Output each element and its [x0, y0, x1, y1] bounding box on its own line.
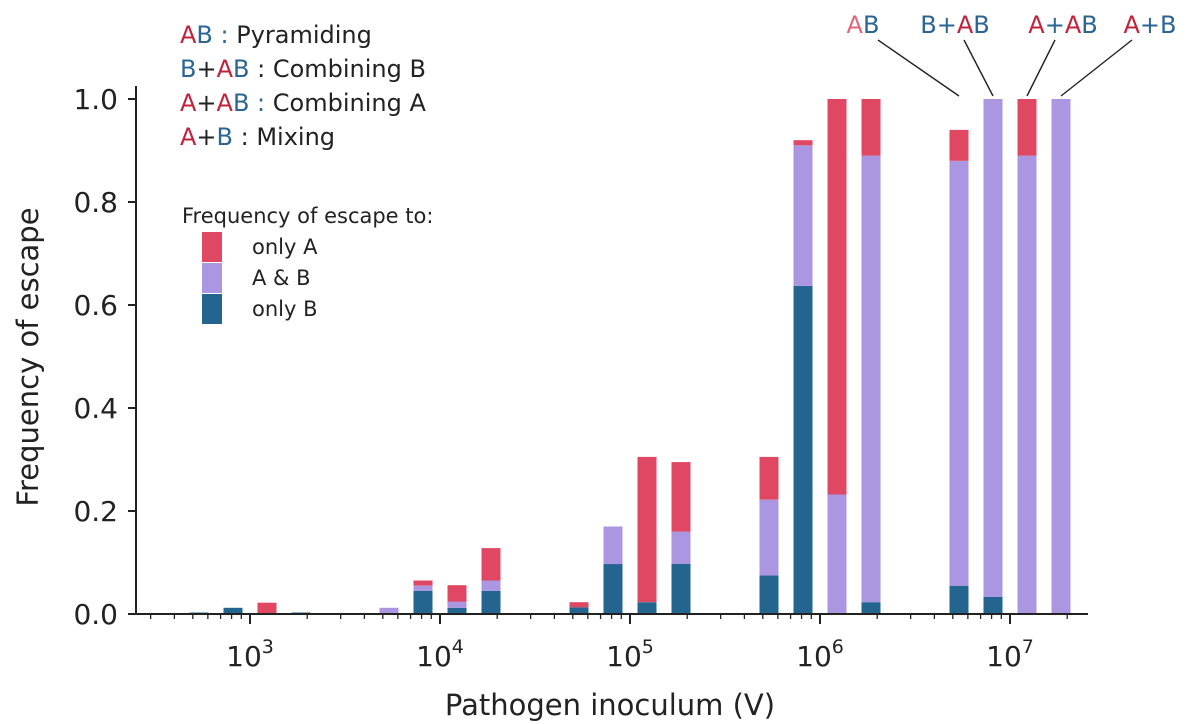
bar-segment-only_b-g3-s3 — [861, 602, 881, 614]
strategy-legend-entry: AB : Pyramiding — [180, 21, 372, 49]
legend-label-a_and_b: A & B — [252, 266, 311, 290]
legend-swatch-only_a — [202, 232, 222, 262]
legend-swatch-a_and_b — [202, 263, 222, 293]
bars-layer — [189, 99, 1071, 614]
bar-segment-only_a-g0-s2 — [257, 602, 277, 614]
y-tick-label: 0.0 — [73, 598, 118, 631]
bar-segment-a_and_b-g1-s1 — [413, 585, 433, 591]
x-axis-label: Pathogen inoculum (V) — [445, 688, 775, 722]
ticks-layer: 0.0 0.2 0.4 0.6 0.8 1.0 103 104 105 106 107 — [73, 83, 1068, 673]
bar-segment-a_and_b-g3-s2 — [827, 494, 847, 614]
annotations-layer: AB B+AB A+AB A+B — [847, 11, 1177, 97]
bar-segment-only_a-g3-s0 — [759, 456, 779, 500]
bar-segment-only_b-g1-s2 — [447, 607, 467, 614]
y-tick-label: 0.6 — [73, 289, 118, 322]
bar-segment-a_and_b-g4-s2 — [1017, 155, 1037, 614]
group-label-0: AB — [847, 11, 880, 39]
group-label-3: A+B — [1124, 11, 1177, 39]
bar-segment-only_a-g3-s3 — [861, 99, 881, 156]
bar-segment-only_b-g0-s1 — [223, 607, 243, 614]
bar-segment-only_a-g3-s2 — [827, 99, 847, 495]
bar-segment-a_and_b-g2-s1 — [603, 526, 623, 565]
strategy-legend-entry: A+AB : Combining A — [180, 89, 426, 117]
legend-title: Frequency of escape to: — [182, 204, 433, 228]
group-label-2: A+AB — [1028, 11, 1097, 39]
bar-segment-only_b-g3-s1 — [793, 285, 813, 614]
bar-segment-only_b-g2-s2 — [637, 602, 657, 614]
bar-segment-a_and_b-g1-s0 — [379, 607, 399, 614]
strategy-legend-entry: A+B : Mixing — [180, 123, 335, 151]
x-tick-label: 104 — [416, 636, 464, 673]
bar-segment-only_b-g3-s0 — [759, 575, 779, 614]
bar-segment-a_and_b-g2-s3 — [671, 531, 691, 564]
bar-segment-only_a-g3-s1 — [793, 140, 813, 146]
bar-segment-only_b-g2-s0 — [569, 607, 589, 614]
bar-segment-a_and_b-g3-s3 — [861, 155, 881, 603]
x-tick-label: 107 — [986, 636, 1034, 673]
y-tick-label: 0.4 — [73, 392, 118, 425]
bar-segment-only_a-g1-s2 — [447, 585, 467, 602]
group-leader-line-2 — [1026, 39, 1056, 97]
bar-segment-a_and_b-g3-s0 — [759, 499, 779, 576]
bar-segment-a_and_b-g1-s3 — [481, 580, 501, 591]
bar-segment-only_a-g2-s3 — [671, 462, 691, 532]
bar-segment-only_b-g2-s1 — [603, 564, 623, 614]
legend-label-only_b: only B — [252, 297, 318, 321]
x-tick-label: 105 — [606, 636, 654, 673]
bar-segment-only_a-g2-s2 — [637, 456, 657, 603]
bar-segment-only_b-g1-s3 — [481, 590, 501, 614]
bar-segment-a_and_b-g3-s1 — [793, 145, 813, 286]
x-tick-label: 106 — [796, 636, 844, 673]
y-tick-label: 1.0 — [73, 83, 118, 116]
bar-segment-only_b-g4-s0 — [949, 585, 969, 614]
bar-segment-a_and_b-g4-s3 — [1051, 99, 1071, 614]
legend-label-only_a: only A — [252, 235, 318, 259]
y-axis-label: Frequency of escape — [11, 207, 45, 506]
group-leader-line-3 — [1060, 39, 1133, 97]
bar-segment-only_a-g4-s0 — [949, 129, 969, 161]
bar-segment-a_and_b-g4-s1 — [983, 99, 1003, 597]
legends-layer: AB : Pyramiding B+AB : Combining B A+AB : … — [180, 21, 426, 324]
group-leader-line-0 — [877, 39, 960, 97]
bar-segment-only_b-g4-s1 — [983, 597, 1003, 614]
x-tick-label: 103 — [226, 636, 274, 673]
group-label-1: B+AB — [920, 11, 989, 39]
bar-segment-a_and_b-g1-s2 — [447, 601, 467, 608]
bar-segment-only_b-g1-s1 — [413, 590, 433, 614]
group-leader-line-1 — [963, 39, 994, 97]
bar-segment-only_a-g2-s0 — [569, 602, 589, 608]
bar-segment-only_a-g4-s2 — [1017, 99, 1037, 156]
legend-swatch-only_b — [202, 294, 222, 324]
bar-segment-only_a-g1-s3 — [481, 548, 501, 581]
bar-segment-only_b-g2-s3 — [671, 564, 691, 614]
bar-segment-a_and_b-g4-s0 — [949, 160, 969, 586]
bar-segment-only_a-g1-s1 — [413, 580, 433, 586]
strategy-legend-entry: B+AB : Combining B — [180, 55, 426, 83]
y-tick-label: 0.8 — [73, 186, 118, 219]
y-tick-label: 0.2 — [73, 495, 118, 528]
